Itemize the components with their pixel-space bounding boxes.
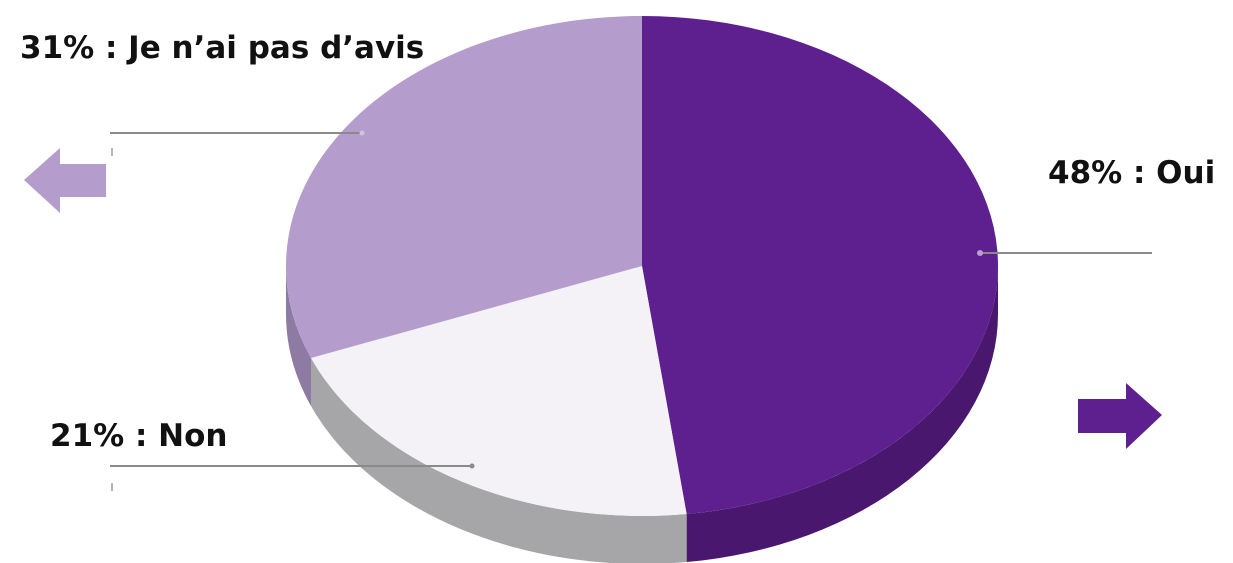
label-avis: 31% : Je n’ai pas d’avis (20, 30, 424, 66)
pie-slices (285, 16, 999, 516)
slice-non-side (311, 358, 687, 563)
leader-dot-oui (977, 250, 983, 256)
slice-avis-side (286, 266, 311, 407)
slice-non (310, 266, 687, 516)
arrow-right-icon (1078, 383, 1162, 449)
slice-oui (642, 16, 999, 515)
slice-avis (285, 16, 642, 359)
leader-dot-avis (359, 130, 365, 136)
label-oui: 48% : Oui (1048, 155, 1215, 191)
leader-dot-non (469, 463, 475, 469)
pie-3d-sides (286, 266, 998, 563)
label-non: 21% : Non (50, 418, 228, 454)
slice-oui-side (686, 266, 998, 563)
arrow-left-icon (24, 148, 106, 213)
